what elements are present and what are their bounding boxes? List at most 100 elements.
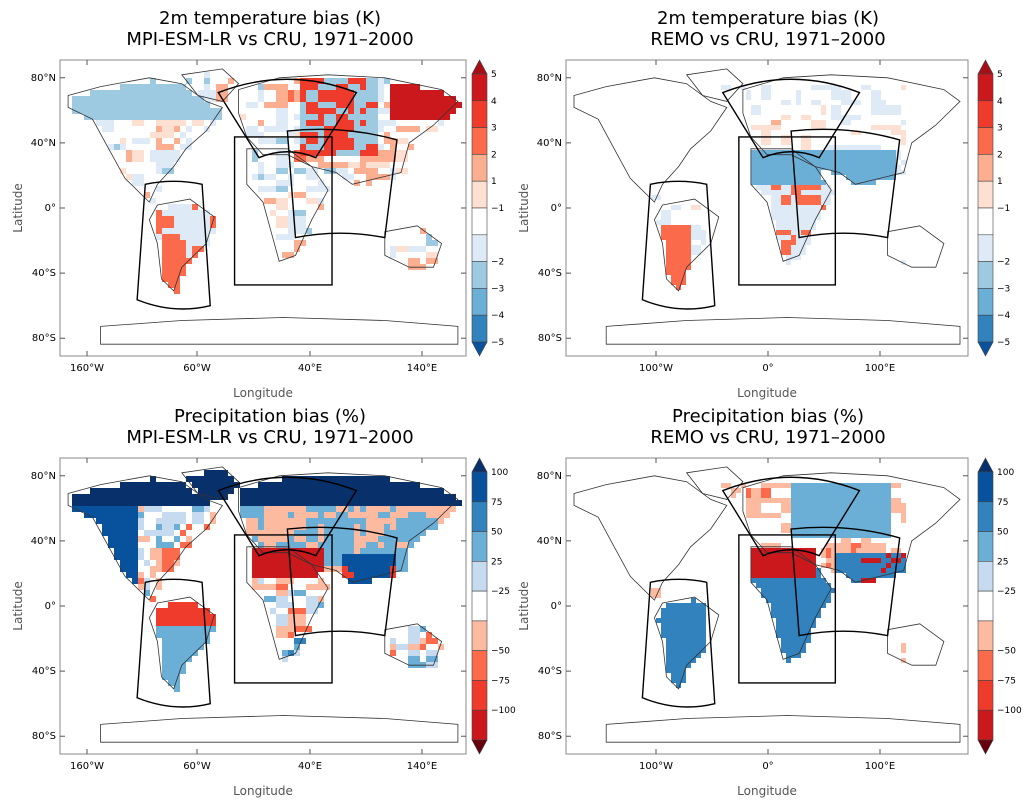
bias-cell [866, 543, 871, 548]
bias-cell [846, 175, 851, 180]
bias-cell [811, 593, 816, 598]
bias-cell [666, 653, 671, 658]
bias-cell [288, 542, 294, 548]
bias-cell [896, 125, 901, 130]
bias-cell [781, 190, 786, 195]
bias-cell [396, 500, 402, 506]
bias-cell [781, 240, 786, 245]
bias-cell [342, 162, 348, 168]
bias-cell [821, 155, 826, 160]
bias-cell [378, 530, 384, 536]
bias-cell [771, 568, 776, 573]
bias-cell [766, 95, 771, 100]
bias-cell [354, 554, 360, 560]
bias-cell [102, 90, 108, 96]
bias-cell [771, 513, 776, 518]
bias-cell [786, 245, 791, 250]
y-tick-label: 80°N [537, 73, 562, 84]
bias-cell [456, 500, 462, 506]
bias-cell [806, 165, 811, 170]
bias-cell [681, 270, 686, 275]
bias-cell [378, 162, 384, 168]
map-area [67, 466, 462, 743]
bias-cell [666, 633, 671, 638]
bias-cell [671, 280, 676, 285]
bias-cell [360, 524, 366, 530]
bias-cell [420, 518, 426, 524]
bias-cell [264, 548, 270, 554]
bias-cell [432, 638, 438, 644]
bias-cell [841, 100, 846, 105]
bias-cell [210, 222, 216, 228]
panel-title-line2: MPI-ESM-LR vs CRU, 1971–2000 [126, 427, 413, 448]
bias-cell [686, 235, 691, 240]
bias-cell [282, 578, 288, 584]
bias-cell [288, 476, 294, 482]
bias-cell [198, 108, 204, 114]
bias-cell [372, 494, 378, 500]
bias-cell [258, 168, 264, 174]
bias-cell [816, 508, 821, 513]
bias-cell [390, 506, 396, 512]
bias-cell [312, 542, 318, 548]
bias-cell [881, 513, 886, 518]
bias-cell [402, 482, 408, 488]
bias-cell [396, 542, 402, 548]
bias-cell [126, 548, 132, 554]
bias-cell [312, 548, 318, 554]
bias-cell [856, 180, 861, 185]
bias-cell [420, 500, 426, 506]
bias-cell [156, 608, 162, 614]
bias-cell [312, 518, 318, 524]
bias-cell [198, 234, 204, 240]
bias-cell [801, 205, 806, 210]
bias-cell [876, 100, 881, 105]
bias-cell [851, 155, 856, 160]
bias-cell [786, 553, 791, 558]
bias-cell [348, 126, 354, 132]
bias-cell [192, 614, 198, 620]
bias-cell [348, 524, 354, 530]
bias-cell [796, 215, 801, 220]
bias-cell [816, 175, 821, 180]
bias-cell [801, 145, 806, 150]
bias-cell [438, 488, 444, 494]
bias-cell [360, 536, 366, 542]
bias-cell [816, 493, 821, 498]
bias-cell [681, 638, 686, 643]
bias-cell [324, 84, 330, 90]
bias-cell [348, 96, 354, 102]
colorbar-segment [977, 561, 994, 592]
bias-cell [120, 560, 126, 566]
cordex-domain-outline [286, 526, 398, 637]
bias-cell [150, 132, 156, 138]
bias-cell [126, 512, 132, 518]
bias-cell [771, 483, 776, 488]
bias-cell [390, 482, 396, 488]
bias-cell [791, 493, 796, 498]
bias-cell [348, 150, 354, 156]
bias-cell [366, 108, 372, 114]
bias-cell [811, 598, 816, 603]
bias-cell [330, 102, 336, 108]
bias-cell [198, 216, 204, 222]
bias-cell [771, 150, 776, 155]
bias-cell [701, 618, 706, 623]
bias-cell [426, 108, 432, 114]
colorbar-segment [471, 590, 488, 622]
bias-cell [204, 234, 210, 240]
bias-cell [841, 165, 846, 170]
bias-cell [210, 512, 216, 518]
bias-cell [776, 180, 781, 185]
bias-cell [294, 240, 300, 246]
bias-cell [836, 548, 841, 553]
bias-cell [826, 165, 831, 170]
bias-cell [806, 230, 811, 235]
bias-cell [756, 180, 761, 185]
bias-cell [696, 613, 701, 618]
bias-cell [876, 503, 881, 508]
bias-cell [264, 512, 270, 518]
bias-cell [360, 500, 366, 506]
bias-cell [186, 234, 192, 240]
bias-cell [771, 125, 776, 130]
